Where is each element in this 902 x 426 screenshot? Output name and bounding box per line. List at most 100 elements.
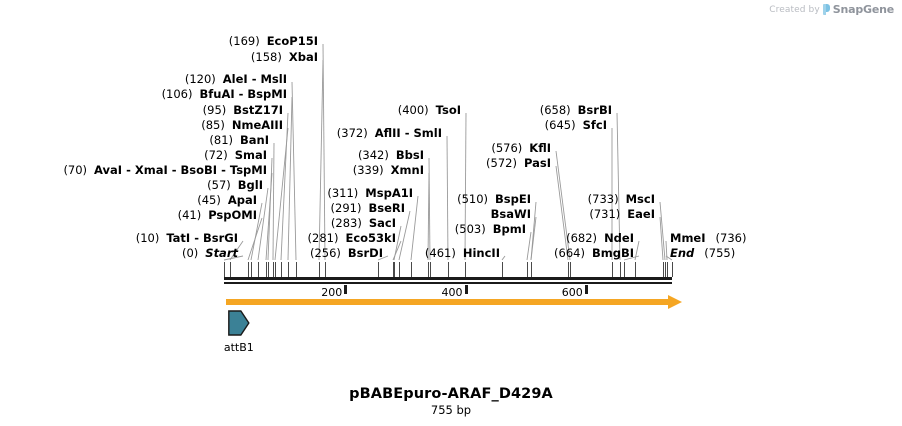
site-position: (72): [204, 148, 228, 162]
watermark-created-by-text: Created by: [769, 4, 820, 15]
cut-site-tick: [399, 262, 400, 277]
site-position: (510): [457, 192, 489, 206]
cut-site-tick: [319, 262, 320, 277]
site-position: (85): [201, 118, 225, 132]
cut-site-tick: [663, 262, 664, 277]
cut-site-tick: [568, 262, 569, 277]
site-label-pspomi[interactable]: (41) PspOMI: [178, 209, 257, 221]
site-position: (339): [352, 163, 384, 177]
site-position: (57): [207, 178, 231, 192]
cut-site-tick: [667, 262, 668, 277]
site-label-bpmi[interactable]: (503) BpmI: [455, 223, 526, 235]
sequence-bar-inner-line: [224, 279, 672, 282]
site-label-bmgbi[interactable]: (664) BmgBI: [554, 247, 634, 259]
cut-site-tick: [612, 262, 613, 277]
enzyme-name: BpmI: [492, 222, 526, 236]
cut-site-tick: [230, 262, 231, 277]
enzyme-name: SmaI: [234, 148, 267, 162]
enzyme-name: End: [670, 246, 695, 260]
site-label-bstz17i[interactable]: (95) BstZ17I: [203, 104, 283, 116]
site-label-tati_bsrgi[interactable]: (10) TatI - BsrGI: [136, 232, 238, 244]
site-position: (372): [336, 126, 368, 140]
site-label-smai[interactable]: (72) SmaI: [204, 149, 267, 161]
enzyme-name: PasI: [523, 156, 551, 170]
enzyme-name: TspMI: [229, 163, 267, 177]
site-position: (70): [63, 163, 88, 177]
site-label-xbai[interactable]: (158) XbaI: [251, 51, 318, 63]
site-label-bseri[interactable]: (291) BseRI: [331, 202, 405, 214]
site-label-eaei[interactable]: (731) EaeI: [589, 208, 655, 220]
site-label-mspa1i[interactable]: (311) MspA1I: [327, 187, 413, 199]
site-label-bfuai_bspmi[interactable]: (106) BfuAI - BspMI: [162, 88, 287, 100]
site-label-saci[interactable]: (283) SacI: [331, 217, 396, 229]
site-label-msci[interactable]: (733) MscI: [588, 193, 655, 205]
enzyme-name: AflII: [374, 126, 401, 140]
cut-site-tick: [624, 262, 625, 277]
site-position: (281): [307, 231, 339, 245]
site-label-sfci[interactable]: (645) SfcI: [545, 119, 607, 131]
label-separator: -: [190, 231, 203, 245]
site-position: (731): [589, 207, 621, 221]
cut-site-tick: [531, 262, 532, 277]
map-title: pBABEpuro-ARAF_D429A: [349, 386, 553, 402]
cut-site-tick: [672, 262, 673, 277]
enzyme-name: BsrBI: [577, 103, 612, 117]
site-position: (755): [704, 246, 736, 260]
ruler-tick-mark-200: [344, 285, 348, 294]
site-position: (311): [327, 186, 359, 200]
label-separator: -: [217, 163, 230, 177]
site-label-avai_group[interactable]: (70) AvaI - XmaI - BsoBI - TspMI: [63, 164, 267, 176]
site-label-pasi[interactable]: (572) PasI: [486, 157, 551, 169]
label-separator: -: [400, 126, 414, 140]
site-label-apai[interactable]: (45) ApaI: [197, 194, 257, 206]
enzyme-name: BbsI: [395, 148, 424, 162]
site-label-aflii_smli[interactable]: (372) AflII - SmlI: [337, 127, 442, 139]
cut-site-tick: [620, 262, 621, 277]
enzyme-name: BspEI: [495, 192, 531, 206]
site-label-bgli[interactable]: (57) BglI: [207, 179, 263, 191]
site-label-bsrbi[interactable]: (658) BsrBI: [540, 104, 612, 116]
site-label-bani[interactable]: (81) BanI: [209, 134, 269, 146]
label-separator: -: [167, 163, 181, 177]
site-position: (664): [554, 246, 585, 260]
enzyme-name: MscI: [625, 192, 655, 206]
site-label-alei_msli[interactable]: (120) AleI - MslI: [185, 73, 287, 85]
site-position: (658): [539, 103, 571, 117]
site-label-ecop15i[interactable]: (169) EcoP15I: [229, 35, 318, 47]
enzyme-name: EcoP15I: [266, 34, 318, 48]
enzyme-name: AleI: [222, 72, 248, 86]
site-label-hincii[interactable]: (461) HincII: [425, 247, 500, 259]
ruler-tick-label-200: 200: [321, 286, 343, 299]
site-label-bsrdi[interactable]: (256) BsrDI: [310, 247, 383, 259]
enzyme-name: BglI: [237, 178, 263, 192]
site-label-bsawi[interactable]: BsaWI: [491, 208, 531, 220]
site-label-end[interactable]: End (755): [670, 247, 735, 259]
cut-site-tick: [393, 262, 394, 277]
site-label-bspei[interactable]: (510) BspEI: [457, 193, 531, 205]
site-label-start[interactable]: (0) Start: [182, 247, 238, 259]
enzyme-name: SacI: [368, 216, 396, 230]
cut-site-tick: [325, 262, 326, 277]
label-separator: -: [234, 87, 248, 101]
site-label-ndei[interactable]: (682) NdeI: [566, 232, 634, 244]
site-position: (41): [177, 208, 202, 222]
site-label-mmei[interactable]: MmeI (736): [670, 232, 746, 244]
site-label-kfli[interactable]: (576) KflI: [491, 142, 551, 154]
site-position: (158): [250, 50, 282, 64]
site-label-nmeaiii[interactable]: (85) NmeAIII: [201, 119, 283, 131]
label-separator: -: [247, 72, 261, 86]
site-label-tsoi[interactable]: (400) TsoI: [398, 104, 461, 116]
enzyme-name: BanI: [240, 133, 269, 147]
site-position: (283): [330, 216, 362, 230]
site-label-eco53ki[interactable]: (281) Eco53kI: [308, 232, 396, 244]
cut-site-tick: [378, 262, 379, 277]
cut-site-tick: [635, 262, 636, 277]
site-label-bbsi[interactable]: (342) BbsI: [358, 149, 424, 161]
site-label-xmni[interactable]: (339) XmnI: [353, 164, 424, 176]
site-position: (400): [397, 103, 429, 117]
cut-site-tick: [281, 262, 282, 277]
enzyme-name: BstZ17I: [233, 103, 283, 117]
